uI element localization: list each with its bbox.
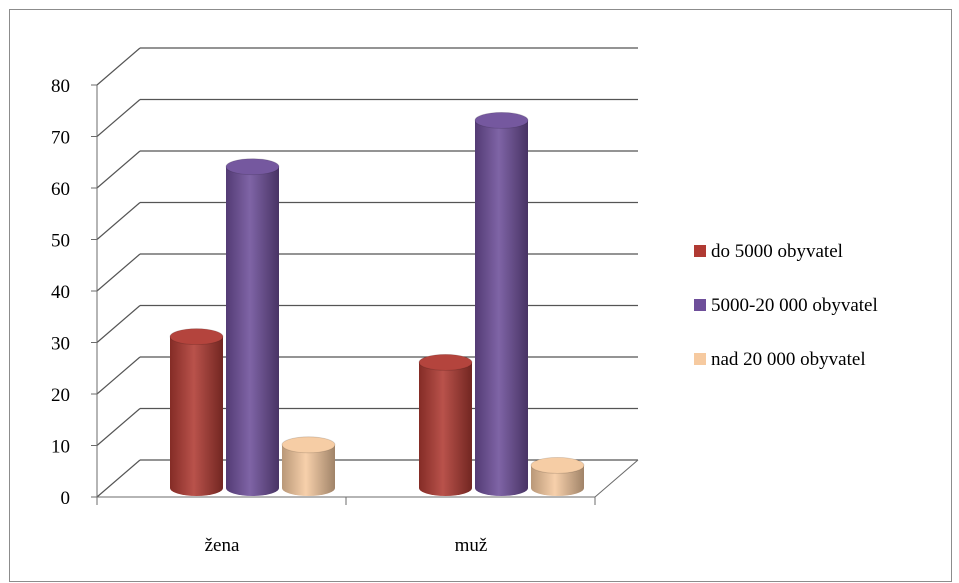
x-category-label: žena bbox=[205, 535, 240, 556]
y-tick-label: 60 bbox=[51, 179, 70, 200]
bar-1-0 bbox=[418, 353, 473, 496]
gridline-side bbox=[96, 459, 141, 498]
x-category-label: muž bbox=[455, 535, 488, 556]
gridline-side bbox=[96, 99, 141, 137]
legend-swatch bbox=[694, 245, 706, 257]
gridline-side bbox=[96, 47, 141, 86]
bar-body bbox=[531, 465, 584, 496]
bar-body bbox=[419, 362, 472, 496]
bar-body bbox=[170, 336, 223, 496]
y-tick-label: 70 bbox=[51, 128, 70, 149]
category-labels: žena muž bbox=[205, 535, 488, 556]
bar-0-2 bbox=[281, 436, 336, 496]
bar-top bbox=[169, 328, 224, 346]
y-tick-label: 40 bbox=[51, 282, 70, 303]
chart-frame: 0 10 20 30 40 50 60 70 80 žena muž do 5000 obyvat… bbox=[9, 9, 952, 582]
y-tick-label: 80 bbox=[51, 76, 70, 97]
legend: do 5000 obyvatel 5000-20 000 obyvatel nad … bbox=[694, 241, 878, 370]
bar-body bbox=[226, 166, 279, 496]
legend-label: 5000-20 000 obyvatel bbox=[711, 295, 878, 316]
bar-0-0 bbox=[169, 328, 224, 496]
gridline-side bbox=[96, 356, 141, 395]
gridline-side bbox=[96, 408, 141, 446]
floor-right-edge bbox=[594, 459, 639, 498]
legend-label: nad 20 000 obyvatel bbox=[711, 349, 866, 370]
y-tick-label: 0 bbox=[61, 488, 71, 509]
gridline-side bbox=[96, 202, 141, 240]
bar-top bbox=[281, 436, 336, 454]
legend-swatch bbox=[694, 299, 706, 311]
gridline-side bbox=[96, 305, 141, 343]
bars bbox=[169, 111, 585, 496]
y-tick-label: 10 bbox=[51, 437, 70, 458]
bar-1-1 bbox=[474, 111, 529, 496]
y-tick-label: 20 bbox=[51, 385, 70, 406]
y-tick-labels: 0 10 20 30 40 50 60 70 80 bbox=[51, 76, 70, 509]
bar-chart: 0 10 20 30 40 50 60 70 80 žena muž do 5000 obyvat… bbox=[51, 47, 878, 556]
bar-top bbox=[530, 456, 585, 474]
bar-0-1 bbox=[225, 158, 280, 496]
bar-top bbox=[418, 353, 473, 371]
gridline-side bbox=[96, 253, 141, 292]
bar-top bbox=[474, 111, 529, 129]
gridline-side bbox=[96, 150, 141, 189]
bar-body bbox=[282, 444, 335, 496]
axes bbox=[91, 84, 639, 505]
bar-top bbox=[225, 158, 280, 176]
legend-swatch bbox=[694, 353, 706, 365]
bar-1-2 bbox=[530, 456, 585, 496]
y-tick-label: 50 bbox=[51, 231, 70, 252]
y-tick-label: 30 bbox=[51, 334, 70, 355]
legend-label: do 5000 obyvatel bbox=[711, 241, 843, 262]
bar-body bbox=[475, 120, 528, 496]
